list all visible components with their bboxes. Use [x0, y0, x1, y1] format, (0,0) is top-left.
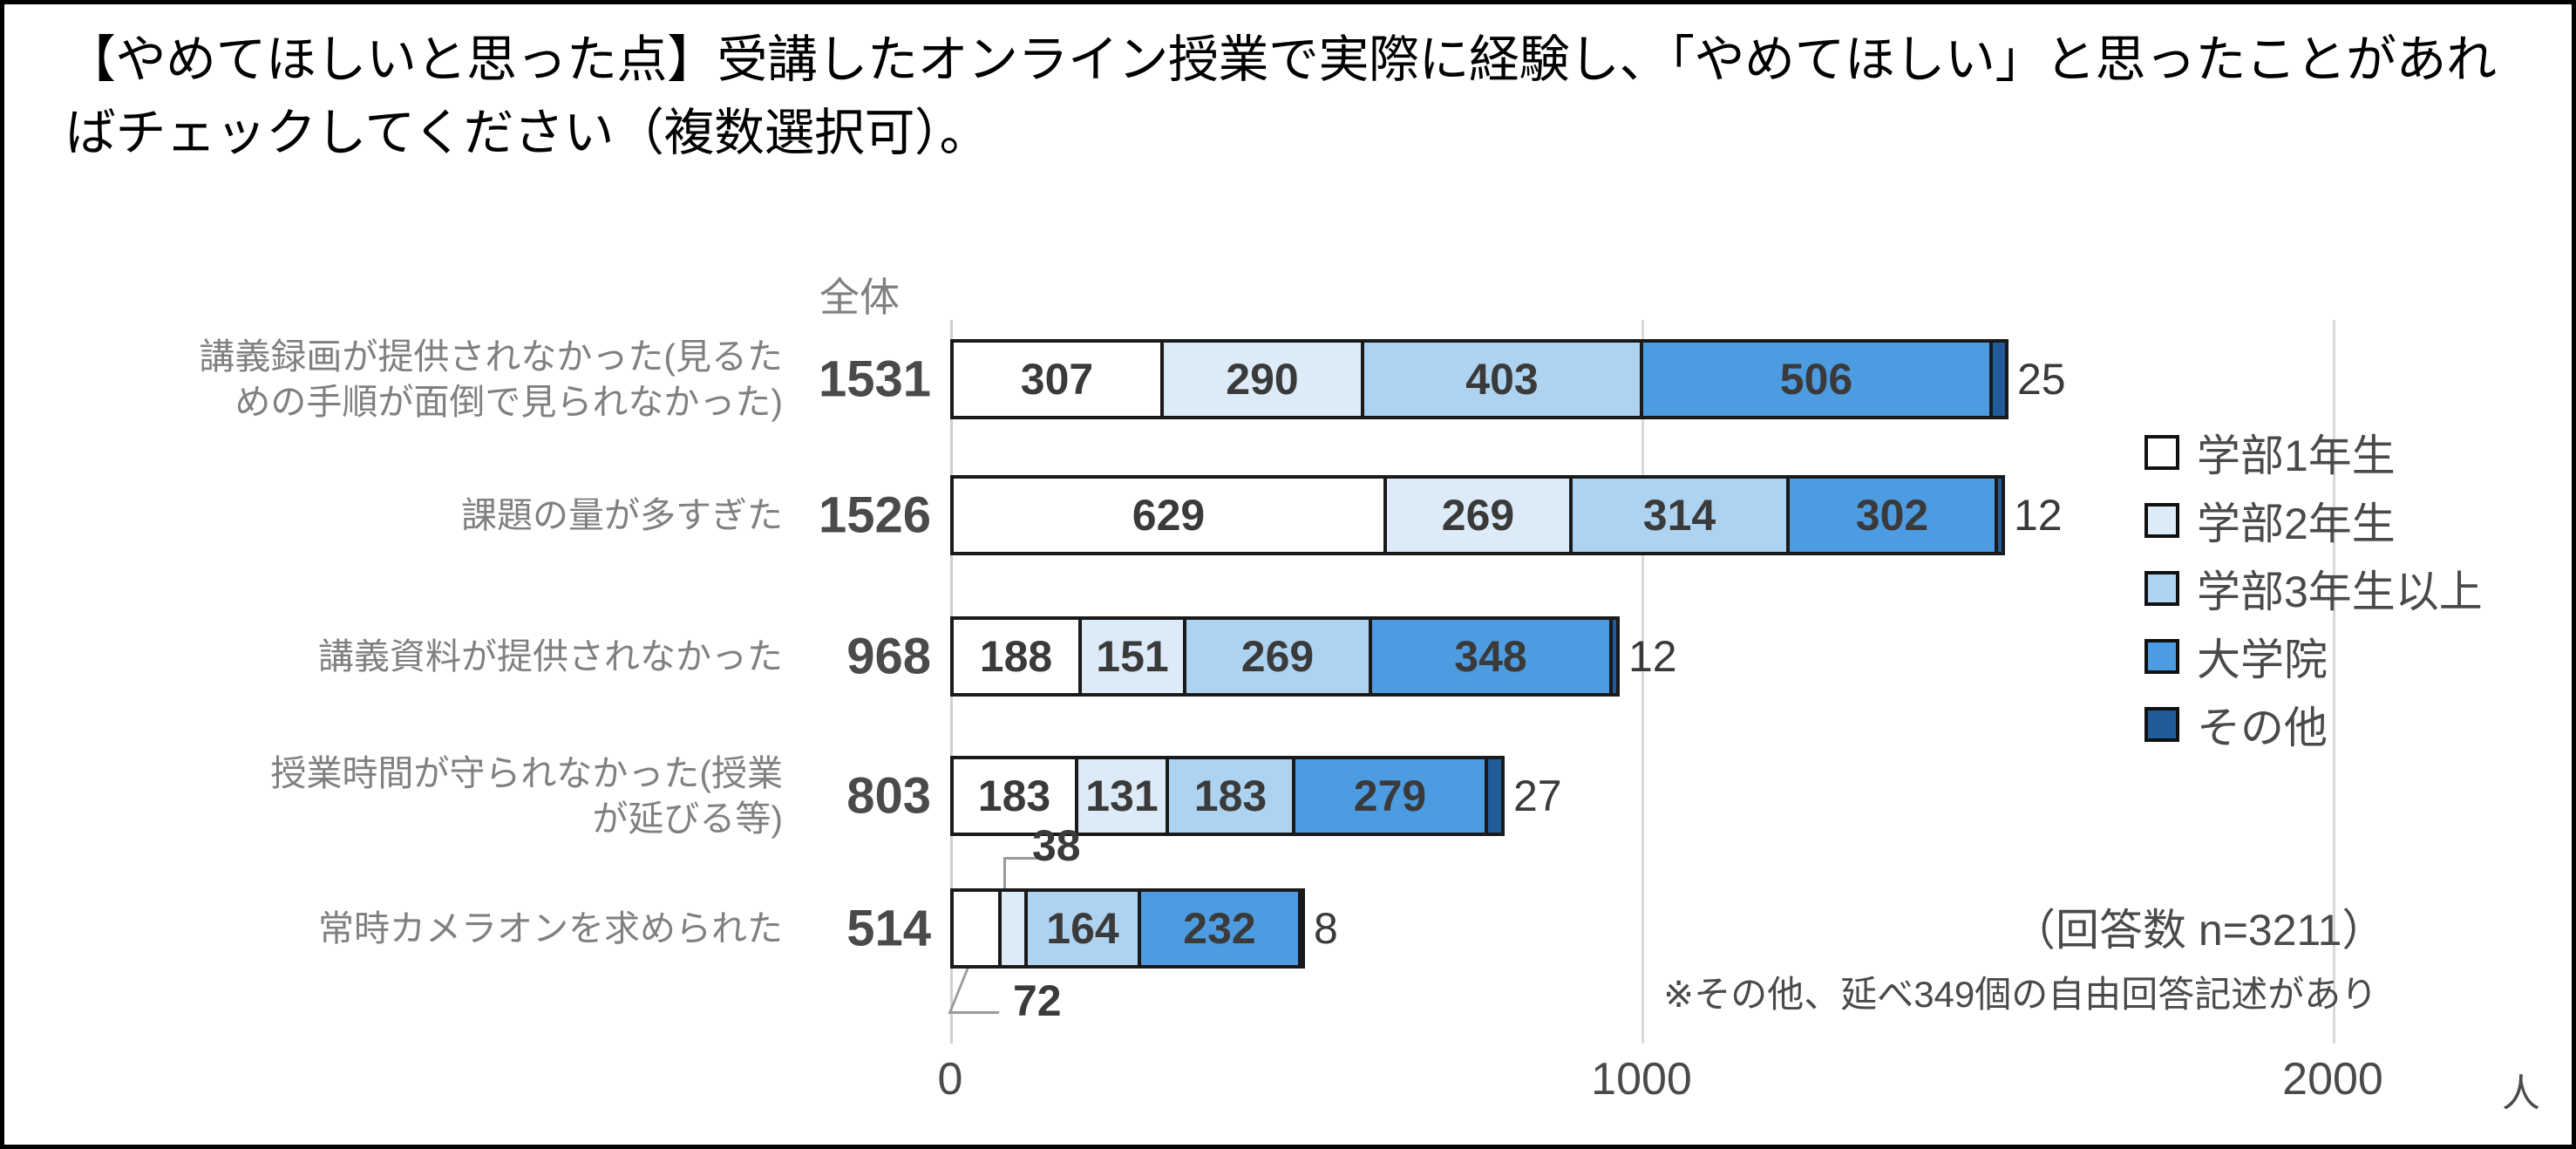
callout-leader-line — [1003, 857, 1042, 888]
stacked-bar: 629 269 314 302 12 — [950, 475, 2063, 555]
segment-value: 629 — [1132, 491, 1206, 540]
legend-item-4[interactable]: 大学院 — [2144, 622, 2554, 690]
legend: 学部1年生学部2年生学部3年生以上 大学院その他 — [2144, 418, 2554, 758]
segment-value: 183 — [977, 772, 1051, 820]
category-label: 授業時間が守られなかった(授業 が延びる等) — [270, 753, 783, 839]
bar-segment: 27 — [1486, 756, 1562, 836]
bar-segment: 269 — [1185, 616, 1370, 697]
bar-segment — [950, 888, 1000, 969]
bar-segment: 131 — [1077, 756, 1167, 836]
bar-segment: 348 — [1370, 616, 1611, 697]
segment-value: 314 — [1642, 491, 1716, 540]
legend-item-5[interactable]: その他 — [2144, 690, 2554, 758]
segment-value-outside: 8 — [1314, 904, 1338, 953]
legend-swatch-icon — [2144, 707, 2179, 742]
legend-label: 大学院 — [2197, 636, 2328, 684]
legend-label: 学部2年生 — [2197, 500, 2396, 548]
bar-segment: 629 — [950, 475, 1385, 555]
segment-value: 506 — [1779, 355, 1853, 404]
category-label: 講義録画が提供されなかった(見るた めの手順が面倒で見られなかった) — [199, 337, 783, 422]
callout-leader-line — [948, 969, 1017, 1014]
bar-segment: 12 — [1996, 475, 2063, 555]
bar-segment: 403 — [1363, 339, 1641, 419]
row-total: 514 — [846, 900, 931, 957]
row-total: 1531 — [818, 350, 931, 408]
legend-item-3[interactable]: 学部3年生以上 — [2144, 554, 2554, 622]
row-total: 803 — [846, 767, 931, 825]
free-response-note: ※その他、延べ349個の自由回答記述があり — [1663, 974, 2378, 1015]
bar-segment: 232 — [1139, 888, 1300, 969]
stacked-bar: 183 131 183 279 27 — [950, 756, 1562, 836]
segment-value: 290 — [1226, 355, 1299, 404]
bar-segment: 151 — [1080, 616, 1185, 697]
segment-value: 131 — [1085, 772, 1159, 820]
row-total: 968 — [846, 628, 931, 685]
x-axis-tick: 2000 — [2282, 1054, 2383, 1105]
category-label: 常時カメラオンを求められた — [318, 908, 783, 948]
bar-segment: 279 — [1294, 756, 1486, 836]
segment-value: 188 — [979, 632, 1053, 681]
bar-segment: 314 — [1571, 475, 1788, 555]
bar-segment: 302 — [1788, 475, 1996, 555]
segment-value: 183 — [1193, 772, 1268, 820]
bar-segment: 290 — [1162, 339, 1363, 419]
legend-swatch-icon — [2144, 503, 2179, 538]
legend-swatch-icon — [2144, 435, 2179, 470]
segment-value: 348 — [1454, 632, 1527, 681]
x-axis-tick: 0 — [937, 1054, 963, 1105]
segment-value: 302 — [1855, 491, 1929, 540]
bar-segment: 269 — [1385, 475, 1571, 555]
segment-value-outside: 12 — [1628, 632, 1677, 681]
bar-segment: 506 — [1641, 339, 1991, 419]
legend-swatch-icon — [2144, 571, 2179, 606]
chart-plot-area: 講義録画が提供されなかった(見るた めの手順が面倒で見られなかった) 1531 307… — [199, 320, 2336, 1044]
segment-value-outside: 25 — [2017, 355, 2066, 404]
stacked-bar: 164 232 8 — [950, 888, 1338, 969]
category-label: 課題の量が多すぎた — [461, 495, 783, 535]
stacked-bar: 307 290 403 506 25 — [950, 339, 2066, 419]
bar-segment: 164 — [1026, 888, 1139, 969]
segment-value-outside: 27 — [1513, 772, 1562, 820]
bar-segment: 183 — [1167, 756, 1294, 836]
total-column-header: 全体 — [819, 275, 900, 320]
segment-callout: 38 — [1032, 821, 1081, 870]
gridline-1000 — [1641, 320, 1644, 1044]
segment-value: 403 — [1465, 355, 1539, 404]
gridline-2000 — [2333, 320, 2335, 1044]
segment-value-outside: 12 — [2014, 491, 2063, 540]
legend-item-2[interactable]: 学部2年生 — [2144, 486, 2554, 554]
segment-callout: 72 — [1013, 976, 1062, 1025]
stacked-bar: 188 151 269 348 12 — [950, 616, 1677, 697]
segment-value: 279 — [1353, 772, 1427, 820]
segment-value: 269 — [1240, 632, 1315, 681]
legend-swatch-icon — [2144, 639, 2179, 674]
bar-segment: 183 — [950, 756, 1077, 836]
bar-segment: 188 — [950, 616, 1080, 697]
x-axis-tick: 1000 — [1591, 1054, 1692, 1105]
bar-segment — [1000, 888, 1026, 969]
segment-value: 307 — [1020, 355, 1094, 404]
bar-segment: 12 — [1611, 616, 1677, 697]
bar-segment: 25 — [1991, 339, 2066, 419]
page-title: 【やめてほしいと思った点】受講したオンライン授業で実際に経験し、「やめてほしい」… — [65, 31, 2497, 161]
bar-segment: 307 — [950, 339, 1162, 419]
respondent-count-note: （回答数 n=3211） — [2012, 906, 2386, 955]
legend-item-1[interactable]: 学部1年生 — [2144, 418, 2554, 486]
row-total: 1526 — [818, 486, 931, 544]
category-label: 講義資料が提供されなかった — [318, 636, 783, 676]
legend-label: その他 — [2197, 704, 2328, 752]
segment-value: 151 — [1096, 632, 1169, 681]
x-axis-unit-label: 人 — [2502, 1072, 2540, 1115]
segment-value: 269 — [1441, 491, 1515, 540]
segment-value: 232 — [1183, 904, 1256, 953]
legend-label: 学部3年生以上 — [2197, 568, 2483, 616]
legend-label: 学部1年生 — [2197, 432, 2396, 480]
bar-segment: 8 — [1300, 888, 1338, 969]
segment-value: 164 — [1046, 904, 1119, 953]
